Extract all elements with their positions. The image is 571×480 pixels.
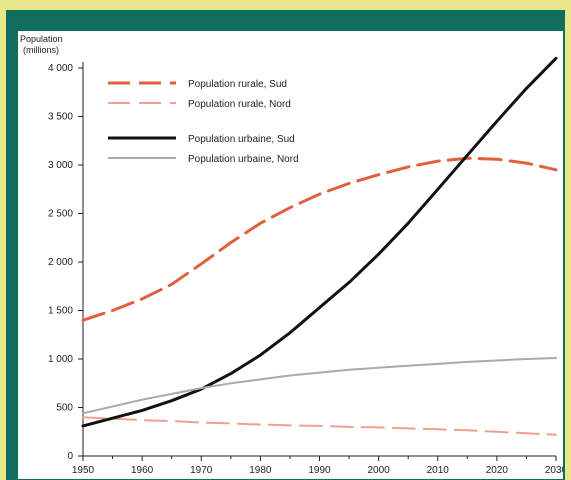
x-tick-label: 1970 [190,465,213,476]
series-line-4 [82,357,557,415]
series-line-1 [81,156,558,322]
x-tick-label: 2010 [427,465,450,476]
y-tick-label: 0 [67,451,73,462]
x-tick-label: 2020 [486,465,509,476]
y-tick-label: 2 000 [48,257,73,268]
axes: 0 500 1 000 1 500 2 000 2 500 3 000 3 500 4 000 1… [48,62,563,476]
x-tick-label: 1980 [249,465,272,476]
x-tick-label: 2000 [368,465,391,476]
y-axis-unit: (millions) [23,45,59,55]
chart-frame: Population (millions) 0 500 1 000 1 500 2 00… [6,10,565,480]
line-chart: Population (millions) 0 500 1 000 1 500 2 00… [20,34,563,476]
y-tick-label: 1 500 [48,306,73,317]
y-tick-label: 2 500 [48,209,73,220]
legend-label-4: Population urbaine, Nord [188,154,299,165]
chart-panel: Population (millions) 0 500 1 000 1 500 2 00… [18,31,563,479]
y-tick-label: 3 000 [48,160,73,171]
y-tick-label: 4 000 [48,63,73,74]
series-line-2 [82,416,557,436]
series-layer [81,56,558,436]
x-tick-label: 1950 [72,465,95,476]
y-tick-label: 500 [56,403,73,414]
legend-label-3: Population urbaine, Sud [188,134,295,145]
y-axis-label: Population [20,34,63,44]
x-tick-label: 1960 [131,465,154,476]
y-tick-label: 1 000 [48,354,73,365]
legend: Population rurale, Sud Population rurale,… [108,79,299,165]
x-tick-label: 1990 [308,465,331,476]
series-line-3 [81,56,558,428]
y-tick-label: 3 500 [48,112,73,123]
legend-label-2: Population rurale, Nord [188,99,291,110]
legend-label-1: Population rurale, Sud [188,79,287,90]
x-tick-label: 2030 [545,465,563,476]
